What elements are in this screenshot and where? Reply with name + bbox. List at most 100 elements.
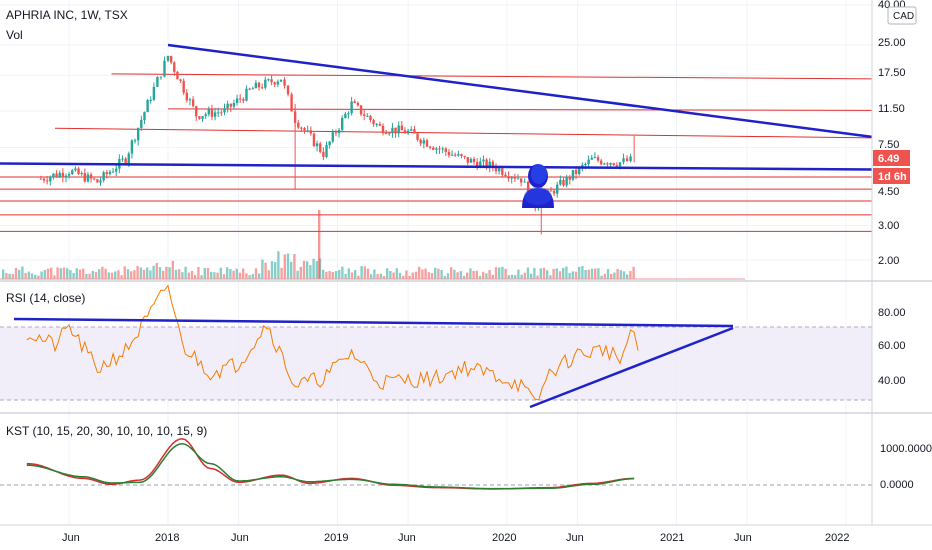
volume-bar bbox=[408, 275, 411, 279]
candle-body bbox=[513, 177, 517, 179]
kst-tick: 0.0000 bbox=[880, 479, 914, 491]
volume-bar bbox=[130, 271, 133, 279]
price-resistance-trendline[interactable] bbox=[167, 43, 873, 139]
volume-bar bbox=[494, 267, 498, 279]
price-axis[interactable]: 40.00 25.00 17.50 11.50 7.50 4.50 3.00 2… bbox=[878, 0, 906, 267]
candle-body bbox=[549, 190, 553, 192]
volume-bar bbox=[267, 270, 270, 279]
time-tick: Jun bbox=[231, 532, 249, 544]
volume-bar bbox=[56, 267, 59, 279]
price-level-line[interactable] bbox=[167, 108, 873, 111]
volume-bar bbox=[565, 266, 568, 279]
candle-body bbox=[475, 161, 479, 168]
volume-bar bbox=[200, 275, 203, 279]
volume-bar bbox=[229, 268, 232, 279]
candle-body bbox=[264, 79, 267, 88]
volume-bar bbox=[363, 266, 366, 279]
rsi-band bbox=[0, 327, 872, 400]
candle-body bbox=[428, 146, 432, 148]
time-axis[interactable]: Jun 2018 Jun 2019 Jun 2020 Jun 2021 Jun … bbox=[62, 532, 849, 544]
kst-axis[interactable]: 1000.0000 0.0000 bbox=[880, 443, 932, 491]
time-tick: 2022 bbox=[825, 532, 849, 544]
trendlines[interactable] bbox=[0, 43, 873, 171]
price-tick: 17.50 bbox=[878, 67, 906, 79]
volume-bar bbox=[248, 275, 251, 279]
volume-bar bbox=[619, 270, 622, 279]
candle-body bbox=[273, 82, 276, 85]
rsi-tick: 40.00 bbox=[878, 375, 906, 387]
price-support-line[interactable] bbox=[0, 162, 873, 171]
volume-bar bbox=[184, 266, 187, 279]
candle-body bbox=[229, 103, 232, 107]
candle-body bbox=[279, 79, 283, 82]
candle-body bbox=[397, 125, 400, 134]
volume-bar bbox=[146, 267, 149, 279]
rsi-label: RSI (14, close) bbox=[6, 291, 85, 305]
volume-bar bbox=[315, 260, 318, 279]
volume-bar bbox=[328, 271, 331, 279]
candle-body bbox=[127, 153, 130, 164]
candle-body bbox=[466, 157, 469, 163]
volume-bar bbox=[302, 260, 306, 279]
rsi-line[interactable] bbox=[26, 284, 639, 401]
price-level-line[interactable] bbox=[111, 73, 873, 80]
candle-body bbox=[325, 144, 328, 157]
candle-body bbox=[191, 99, 195, 107]
price-tick: 3.00 bbox=[878, 220, 899, 232]
kst-line[interactable] bbox=[26, 438, 635, 490]
volume-bar bbox=[152, 265, 155, 279]
volume-bar bbox=[222, 274, 226, 279]
rsi-axis[interactable]: 80.00 60.00 40.00 bbox=[878, 307, 906, 387]
candle-body bbox=[603, 163, 606, 165]
currency-badge[interactable] bbox=[887, 6, 917, 25]
volume-bar bbox=[62, 267, 66, 279]
candle-body bbox=[83, 173, 87, 182]
volume-bar bbox=[139, 267, 142, 279]
candle-body bbox=[625, 158, 629, 162]
price-level-line[interactable] bbox=[54, 127, 873, 139]
volume-bar bbox=[168, 267, 171, 279]
horizontal-levels bbox=[0, 73, 873, 232]
candle-body bbox=[344, 113, 347, 119]
volume-bar bbox=[434, 267, 437, 279]
kst-signal-line[interactable] bbox=[26, 443, 635, 490]
volume-bar bbox=[242, 268, 245, 279]
volume-bar bbox=[584, 270, 587, 279]
candle-body bbox=[80, 173, 83, 175]
volume-bar bbox=[78, 269, 82, 279]
volume-bar bbox=[107, 272, 110, 279]
candle-body bbox=[362, 114, 366, 116]
volume-bar bbox=[488, 269, 491, 279]
candle-body bbox=[149, 99, 152, 101]
candle-body bbox=[359, 105, 363, 115]
time-tick: Jun bbox=[566, 532, 584, 544]
volume-bar bbox=[85, 273, 88, 279]
volume-bar bbox=[283, 254, 286, 279]
volume-bar bbox=[389, 270, 392, 279]
chart-title: APHRIA INC, 1W, TSX bbox=[6, 8, 128, 22]
volume-bar bbox=[603, 273, 606, 279]
volume-bar bbox=[123, 266, 126, 279]
candle-body bbox=[590, 157, 593, 160]
candle-body bbox=[599, 160, 603, 165]
rsi-support-trendline[interactable] bbox=[529, 326, 734, 409]
volume-bar bbox=[21, 266, 24, 279]
candle-body bbox=[198, 116, 201, 119]
volume-bar bbox=[421, 269, 424, 279]
volume-bar bbox=[181, 272, 184, 279]
volume-bar bbox=[622, 271, 626, 279]
volume-bar bbox=[472, 271, 475, 279]
candle-body bbox=[55, 173, 58, 178]
volume-bar bbox=[418, 266, 421, 279]
candle-body bbox=[58, 172, 61, 178]
volume-bar bbox=[27, 271, 30, 279]
candle-body bbox=[552, 190, 556, 194]
volume-bar bbox=[581, 266, 584, 279]
volume-bar bbox=[402, 275, 405, 279]
time-tick: 2021 bbox=[660, 532, 684, 544]
candle-body bbox=[245, 88, 248, 101]
candle-body bbox=[425, 140, 429, 147]
candle-body bbox=[622, 158, 625, 163]
rsi-resistance-trendline[interactable] bbox=[13, 317, 734, 328]
